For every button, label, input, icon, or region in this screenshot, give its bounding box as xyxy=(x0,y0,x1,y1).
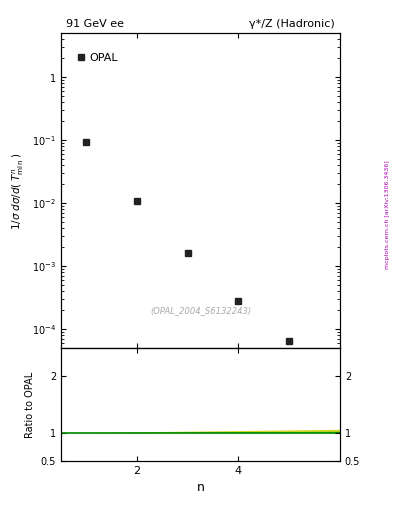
Text: γ*/Z (Hadronic): γ*/Z (Hadronic) xyxy=(249,18,334,29)
Y-axis label: $1/\sigma\;d\sigma/d(\;T^n_{\rm min}\;)$: $1/\sigma\;d\sigma/d(\;T^n_{\rm min}\;)$ xyxy=(11,152,26,230)
Y-axis label: Ratio to OPAL: Ratio to OPAL xyxy=(25,371,35,438)
Text: mcplots.cern.ch [arXiv:1306.3436]: mcplots.cern.ch [arXiv:1306.3436] xyxy=(385,161,390,269)
OPAL xyxy=(236,298,241,304)
Text: (OPAL_2004_S6132243): (OPAL_2004_S6132243) xyxy=(150,306,251,315)
OPAL xyxy=(84,139,89,145)
OPAL xyxy=(135,198,140,204)
OPAL xyxy=(185,250,190,257)
Line: OPAL: OPAL xyxy=(83,138,293,345)
X-axis label: n: n xyxy=(196,481,204,494)
Legend: OPAL: OPAL xyxy=(72,48,123,67)
Text: 91 GeV ee: 91 GeV ee xyxy=(66,18,125,29)
OPAL xyxy=(287,338,292,344)
